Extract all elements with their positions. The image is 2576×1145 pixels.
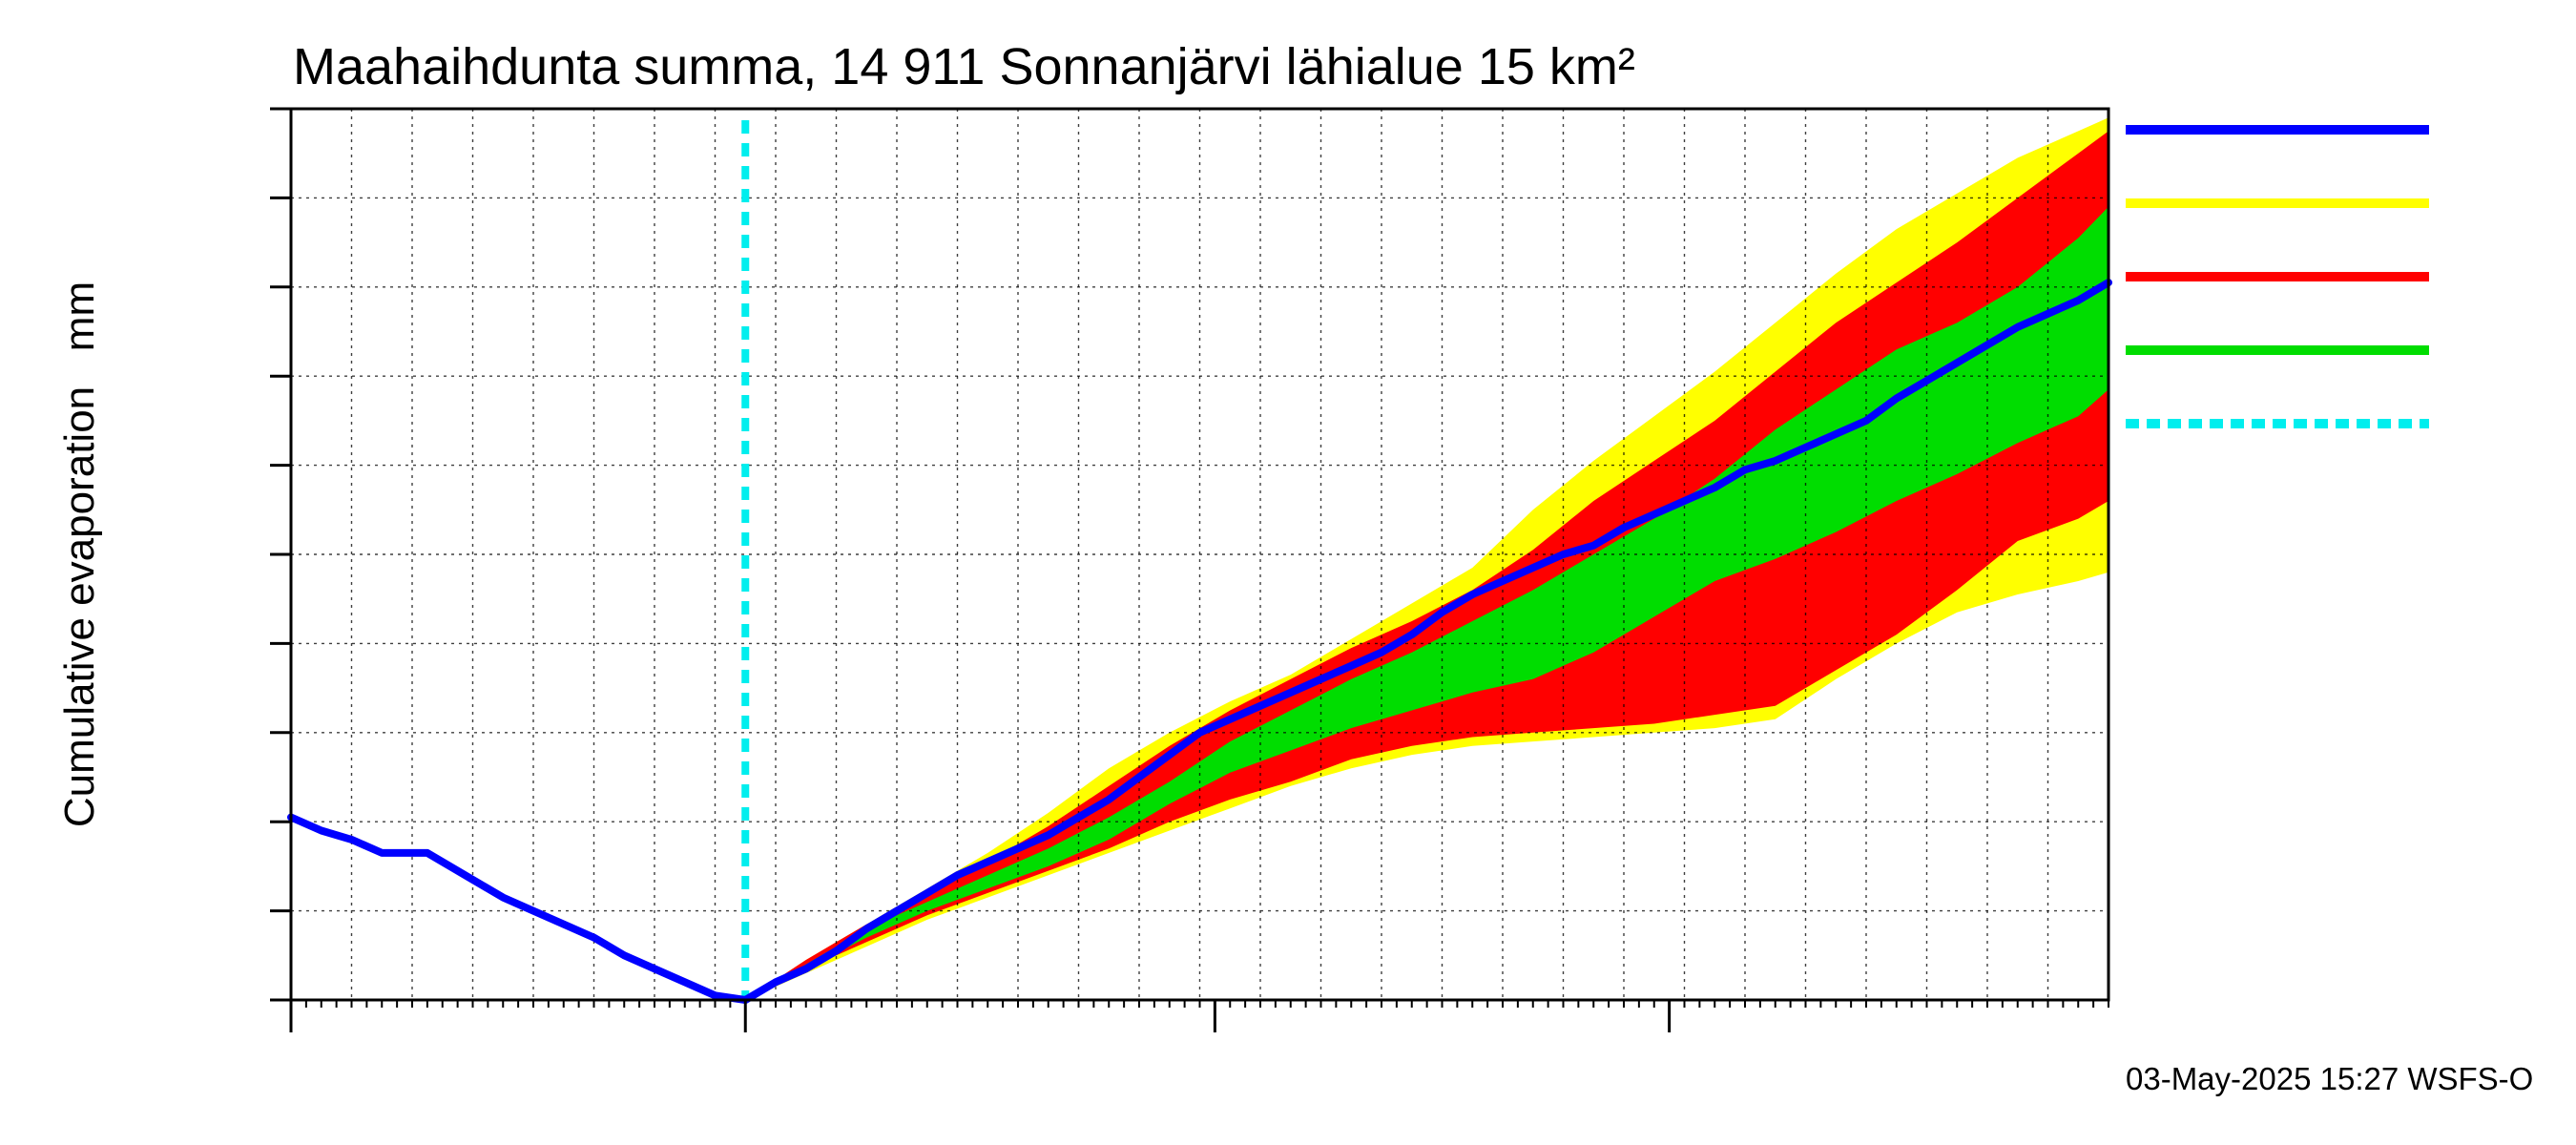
grid-lines (291, 109, 2109, 1000)
band-5-95 (745, 131, 2109, 1000)
forecast-bands (745, 117, 2109, 1001)
series-line-simulated (287, 279, 2112, 1004)
chart-title: Maahaihdunta summa, 14 911 Sonnanjärvi l… (293, 38, 1635, 95)
y-axis-label: Cumulative evaporation mm (56, 281, 103, 827)
legend (2126, 125, 2429, 428)
y-axis (270, 107, 291, 1002)
footer-timestamp: 03-May-2025 15:27 WSFS-O (2126, 1061, 2533, 1096)
x-axis (289, 1000, 2109, 1032)
band-forecast-range (745, 117, 2109, 1001)
simulated-series (287, 279, 2112, 1004)
